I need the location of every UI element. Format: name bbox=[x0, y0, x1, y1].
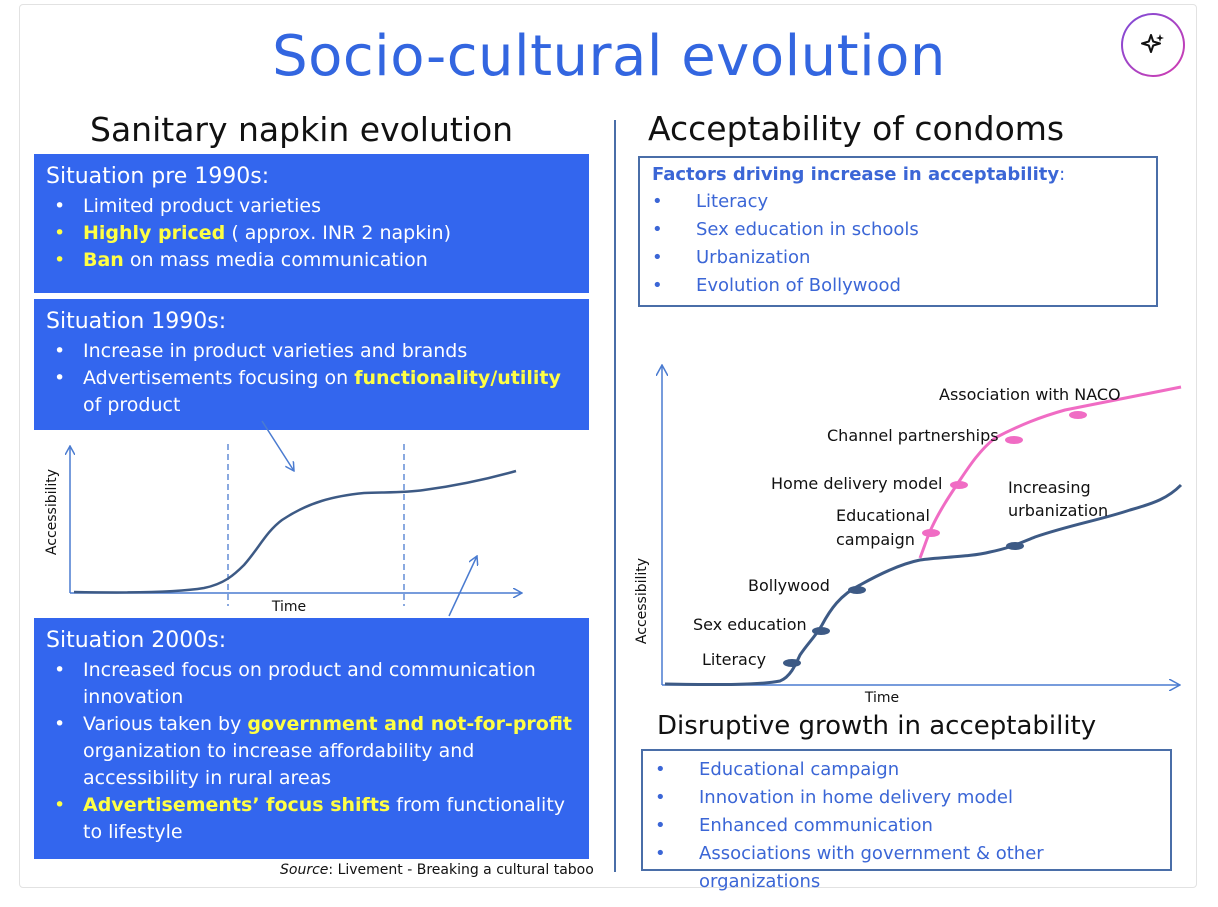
x-axis-label: Time bbox=[271, 599, 306, 615]
list-item: • Evolution of Bollywood bbox=[652, 275, 901, 296]
factors-box: Factors driving increase in acceptabilit… bbox=[638, 156, 1158, 307]
y-axis-label: Accessibility bbox=[634, 558, 650, 644]
list-item: • Educational campaign bbox=[655, 759, 900, 780]
factors-heading: Factors driving increase in acceptabilit… bbox=[652, 164, 1066, 185]
label-home-delivery: Home delivery model bbox=[771, 474, 943, 493]
literacy-marker bbox=[783, 659, 801, 667]
1990s-box: Situation 1990s: • Increase in product va… bbox=[34, 299, 589, 430]
list-item: • Advertisements’ focus shifts from funct… bbox=[54, 794, 566, 843]
label-urbanization-2: urbanization bbox=[1008, 501, 1108, 520]
list-item: • Limited product varieties bbox=[54, 195, 321, 217]
sanitary-napkin-heading: Sanitary napkin evolution bbox=[90, 110, 514, 149]
home-delivery-marker bbox=[950, 481, 968, 489]
condom-acceptability-chart: Literacy Sex education Bollywood Educati… bbox=[634, 355, 1183, 706]
napkin-evolution-chart: Accessibility Time bbox=[44, 420, 594, 617]
list-item: • Increased focus on product and communic… bbox=[54, 659, 536, 708]
sex-education-marker bbox=[812, 627, 830, 635]
label-bollywood: Bollywood bbox=[748, 576, 830, 595]
list-item: • Highly priced ( approx. INR 2 napkin) bbox=[54, 222, 451, 244]
source-note: Source: Livement - Breaking a cultural t… bbox=[280, 862, 594, 878]
ai-assistant-button[interactable] bbox=[1121, 13, 1185, 77]
list-item: • Advertisements focusing on functionalit… bbox=[54, 367, 561, 416]
y-axis-label: Accessibility bbox=[44, 469, 60, 555]
sparkle-icon bbox=[1141, 34, 1164, 53]
label-literacy: Literacy bbox=[702, 650, 766, 669]
x-axis-label: Time bbox=[864, 690, 899, 706]
list-item: • Associations with government & other or… bbox=[655, 843, 1044, 892]
label-channel-partnerships: Channel partnerships bbox=[827, 426, 999, 445]
educational-campaign-marker bbox=[922, 529, 940, 537]
list-item: • Literacy bbox=[652, 191, 769, 212]
callout-arrow-1990s bbox=[261, 420, 294, 471]
condoms-heading: Acceptability of condoms bbox=[648, 109, 1065, 148]
page-title: Socio-cultural evolution bbox=[272, 24, 946, 89]
2000s-heading: Situation 2000s: bbox=[46, 628, 227, 653]
label-educational-campaign-2: campaign bbox=[836, 530, 915, 549]
label-educational-campaign-1: Educational bbox=[836, 506, 930, 525]
list-item: • Ban on mass media communication bbox=[54, 249, 428, 271]
bollywood-marker bbox=[848, 586, 866, 594]
disruptive-growth-heading: Disruptive growth in acceptability bbox=[657, 711, 1097, 741]
pre-1990s-heading: Situation pre 1990s: bbox=[46, 164, 270, 189]
pre-1990s-box: Situation pre 1990s: • Limited product va… bbox=[34, 154, 589, 293]
list-item: • Enhanced communication bbox=[655, 815, 933, 836]
accessibility-curve bbox=[73, 469, 517, 594]
list-item: • Various taken by government and not-for… bbox=[54, 713, 573, 789]
label-urbanization-1: Increasing bbox=[1008, 478, 1091, 497]
list-item: • Sex education in schools bbox=[652, 219, 919, 240]
disruptive-growth-box: • Educational campaign • Innovation in hom… bbox=[641, 749, 1172, 892]
callout-arrow-2000s bbox=[448, 556, 477, 617]
urbanization-marker bbox=[1006, 542, 1024, 550]
label-sex-education: Sex education bbox=[693, 615, 807, 634]
1990s-heading: Situation 1990s: bbox=[46, 309, 227, 334]
channel-partnerships-marker bbox=[1005, 436, 1023, 444]
2000s-box: Situation 2000s: • Increased focus on pro… bbox=[34, 618, 589, 859]
list-item: • Increase in product varieties and brand… bbox=[54, 340, 468, 362]
disruptive-acceptability-curve bbox=[918, 385, 1182, 559]
naco-marker bbox=[1069, 411, 1087, 419]
label-naco: Association with NACO bbox=[939, 385, 1121, 404]
base-acceptability-curve bbox=[664, 483, 1183, 687]
column-divider bbox=[614, 120, 616, 872]
list-item: • Innovation in home delivery model bbox=[655, 787, 1013, 808]
list-item: • Urbanization bbox=[652, 247, 811, 268]
